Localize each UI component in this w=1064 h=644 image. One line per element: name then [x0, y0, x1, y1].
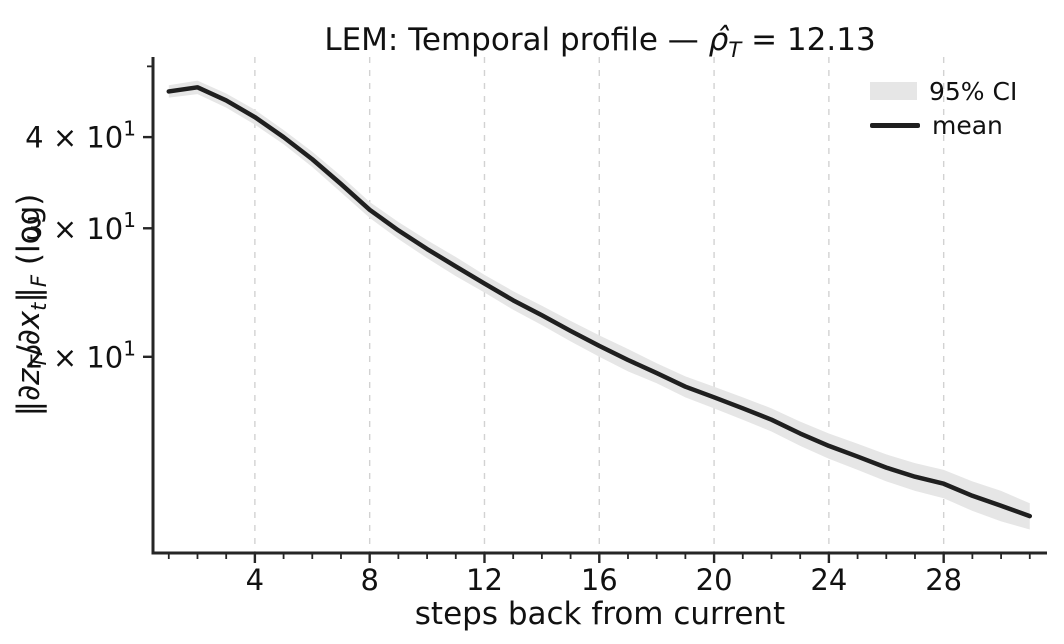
title-rho-subscript: T: [728, 37, 742, 63]
title-equals-value: = 12.13: [741, 22, 876, 58]
y-tick-label: 4 × 101: [25, 117, 136, 155]
x-axis-label: steps back from current: [414, 596, 786, 632]
x-tick-label: 12: [466, 563, 503, 597]
ci-band-swatch: [870, 82, 917, 100]
ylabel-x: x: [10, 310, 47, 330]
legend-label-ci: 95% CI: [929, 76, 1018, 106]
title-prefix: LEM: Temporal profile —: [324, 22, 709, 58]
y-tick-label: 3 × 101: [25, 208, 136, 246]
legend: 95% CI mean: [870, 76, 1017, 144]
ylabel-open-bar: ‖∂: [10, 384, 47, 417]
x-tick-label: 28: [925, 563, 962, 597]
ylabel-z-sub: T: [26, 355, 52, 369]
mean-line: [166, 85, 1033, 519]
y-axis-label: ‖∂zT/∂xt‖F (log): [11, 194, 51, 417]
title-rho-hat: ρ̂: [708, 22, 729, 58]
x-tick-label: 20: [696, 563, 733, 597]
x-tick-label: 8: [360, 563, 378, 597]
chart-title: LEM: Temporal profile — ρ̂T = 12.13: [153, 22, 1047, 62]
mean-line-swatch: [870, 122, 920, 128]
legend-item-mean: mean: [870, 110, 1017, 140]
x-tick-label: 24: [810, 563, 847, 597]
legend-item-ci: 95% CI: [870, 76, 1017, 106]
ylabel-x-sub: t: [26, 302, 52, 311]
x-tick-label: 16: [581, 563, 618, 597]
y-tick-label: 2 × 101: [25, 336, 136, 374]
legend-label-mean: mean: [932, 110, 1003, 140]
ylabel-tail: (log): [10, 193, 47, 275]
ylabel-f-sub: F: [26, 274, 52, 288]
ylabel-close-bar: ‖: [10, 287, 47, 303]
ylabel-mid: /∂: [10, 329, 47, 356]
x-tick-label: 4: [246, 563, 264, 597]
ylabel-z: z: [10, 368, 47, 385]
